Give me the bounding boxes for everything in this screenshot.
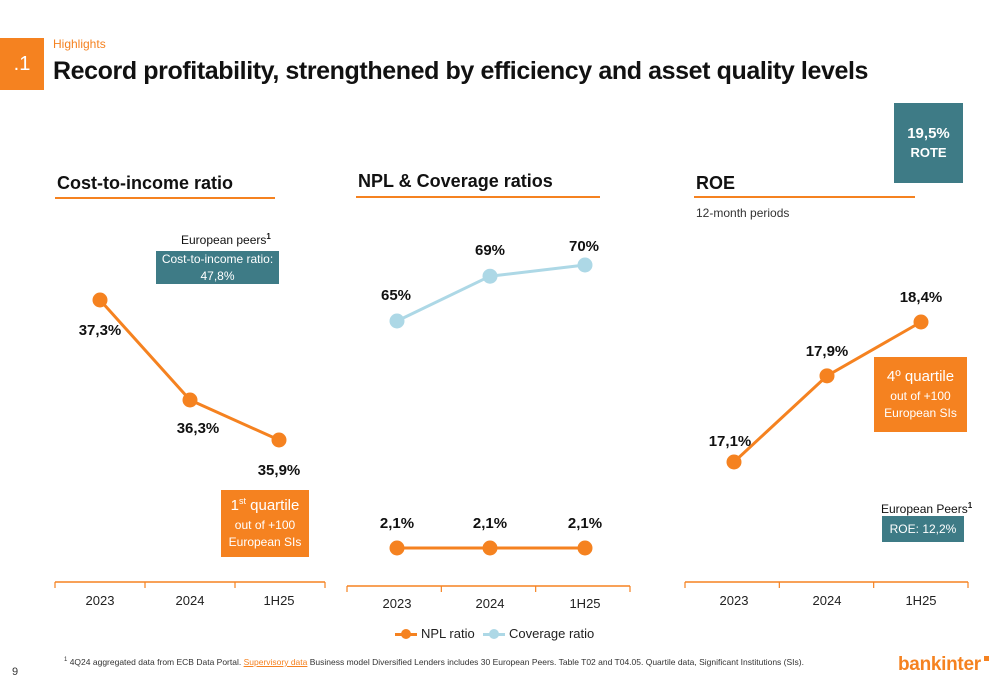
chart0-series0-line <box>98 298 280 442</box>
chart1-series1-point <box>577 257 593 273</box>
cir-quartile-box: 1st quartile out of +100 European SIs <box>221 490 309 557</box>
roe-quartile-line2: out of +100 <box>890 388 951 403</box>
section-number: .1 <box>13 52 31 75</box>
rote-label: ROTE <box>910 145 947 161</box>
legend-coverage: Coverage ratio <box>483 626 594 641</box>
chart0-series0-data-label: 37,3% <box>79 322 122 339</box>
page-number: 9 <box>12 666 19 678</box>
chart0-series0-data-label: 35,9% <box>258 462 301 479</box>
chart2-tick-label: 2024 <box>813 593 842 608</box>
chart0-series0-point <box>182 392 198 408</box>
chart2-series0-point <box>819 368 835 384</box>
roe-panel-title: ROE <box>696 173 736 193</box>
chart1-tick-label: 1H25 <box>569 596 600 611</box>
cir-peer-box-line2: 47,8% <box>200 268 235 283</box>
chart2-tick-label: 2023 <box>720 593 749 608</box>
roe-quartile-box: 4º quartile out of +100 European SIs <box>874 357 967 432</box>
cir-peer-box-line1: Cost-to-income ratio: <box>161 252 274 267</box>
chart1-series1-data-label: 70% <box>569 238 599 255</box>
cir-peer-box: Cost-to-income ratio: 47,8% <box>156 251 279 284</box>
chart1-tick-label: 2024 <box>476 596 505 611</box>
npl-panel-title: NPL & Coverage ratios <box>358 171 553 191</box>
chart1-series0-point <box>577 540 593 556</box>
chart0-tick-label: 2024 <box>176 593 205 608</box>
chart1-series0-data-label: 2,1% <box>380 515 414 532</box>
chart2-series0-data-label: 18,4% <box>900 289 943 306</box>
chart1-series1-point <box>482 268 498 284</box>
section-number-tag: .1 <box>0 38 44 90</box>
chart2-tick-label: 1H25 <box>905 593 936 608</box>
chart0-series0-data-label: 36,3% <box>177 420 220 437</box>
roe-peer-label-text: European Peers <box>881 502 968 516</box>
roe-quartile-line1: 4º quartile <box>886 368 955 386</box>
footnote-text-1: 4Q24 aggregated data from ECB Data Porta… <box>67 657 244 667</box>
legend-npl-label: NPL ratio <box>421 626 475 641</box>
roe-peer-footnote-mark: 1 <box>967 501 973 510</box>
rote-value: 19,5% <box>907 124 950 142</box>
chart1-series0-point <box>482 540 498 556</box>
rote-badge: 19,5% ROTE <box>894 103 963 183</box>
chart2-series0-data-label: 17,1% <box>709 433 752 450</box>
cir-peer-label: European peers1 <box>181 232 271 247</box>
npl-title-underline <box>356 196 600 198</box>
chart0-tick-label: 2023 <box>86 593 115 608</box>
chart1-series0-point <box>389 540 405 556</box>
chart2-series0-point <box>913 314 929 330</box>
cir-quartile-word: quartile <box>245 497 300 515</box>
cir-quartile-ordinal: st <box>238 496 246 507</box>
supervisory-data-link[interactable]: Supervisory data <box>243 657 308 667</box>
cir-quartile-line1: 1st quartile <box>231 495 300 517</box>
chart1-series0-data-label: 2,1% <box>473 515 507 532</box>
cir-peer-label-text: European peers <box>181 233 267 247</box>
cir-quartile-number: 1 <box>230 497 239 515</box>
chart1-series1-data-label: 65% <box>381 287 411 304</box>
footnote-text-2: Business model Diversified Lenders inclu… <box>307 657 804 667</box>
roe-title-underline <box>694 196 915 198</box>
section-kicker: Highlights <box>53 37 106 51</box>
roe-peer-box-text: ROE: 12,2% <box>889 521 957 536</box>
footnote: 1 4Q24 aggregated data from ECB Data Por… <box>64 657 804 667</box>
cir-title-underline <box>55 197 275 199</box>
legend-npl-swatch <box>395 628 417 640</box>
legend-coverage-label: Coverage ratio <box>509 626 595 641</box>
roe-quartile-line3: European SIs <box>884 406 957 421</box>
roe-subtitle: 12-month periods <box>696 206 790 220</box>
roe-peer-box: ROE: 12,2% <box>882 516 964 542</box>
chart1-tick-label: 2023 <box>383 596 412 611</box>
chart1-series1-point <box>389 313 405 329</box>
chart1-series1-data-label: 69% <box>475 242 505 259</box>
cir-panel-title: Cost-to-income ratio <box>57 173 234 193</box>
chart0-series0-point <box>271 432 287 448</box>
page-title: Record profitability, strengthened by ef… <box>53 57 869 85</box>
chart1-series0-data-label: 2,1% <box>568 515 602 532</box>
bankinter-logo: bankinter <box>898 654 981 675</box>
chart0-tick-label: 1H25 <box>263 593 294 608</box>
cir-quartile-line3: European SIs <box>228 535 302 550</box>
cir-quartile-line2: out of +100 <box>234 517 296 532</box>
chart0-series0-point <box>92 292 108 308</box>
chart2-series0-data-label: 17,9% <box>806 343 849 360</box>
legend-npl: NPL ratio <box>395 626 475 641</box>
footnote-mark: 1 <box>64 657 68 664</box>
cir-peer-footnote-mark: 1 <box>266 232 271 241</box>
legend-coverage-swatch <box>483 628 505 640</box>
chart2-series0-point <box>726 454 742 470</box>
logo-dot <box>984 656 989 661</box>
roe-peer-label: European Peers1 <box>881 501 972 516</box>
